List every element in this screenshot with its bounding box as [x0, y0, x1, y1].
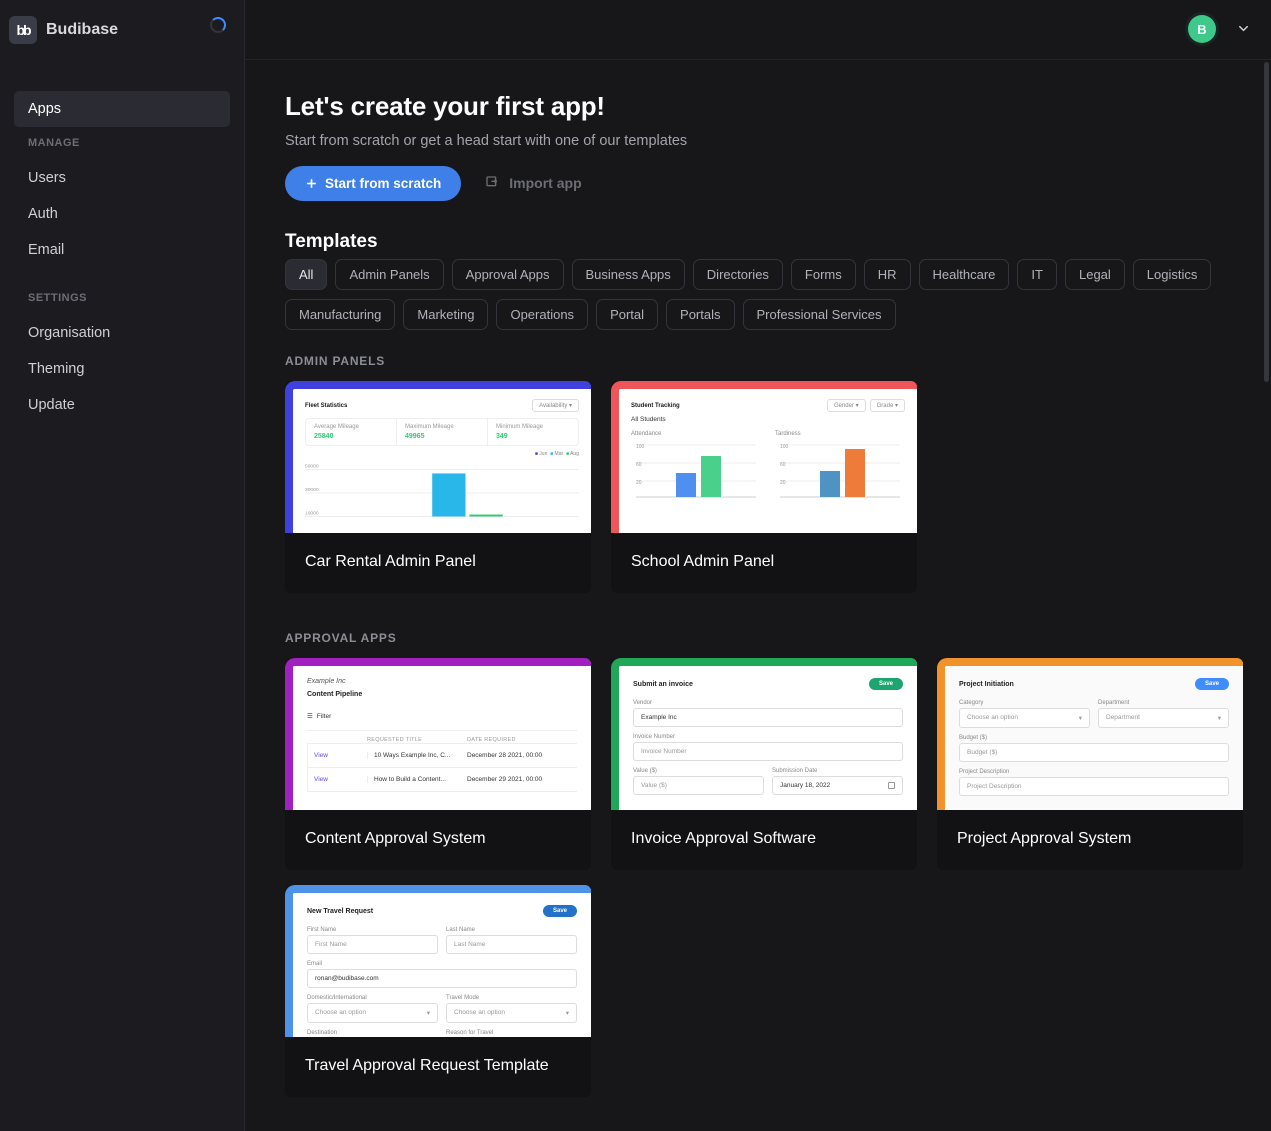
svg-text:30000: 30000 — [305, 487, 319, 493]
svg-text:20: 20 — [636, 480, 642, 486]
svg-text:100: 100 — [636, 444, 645, 450]
svg-text:10000: 10000 — [305, 511, 319, 517]
svg-text:60: 60 — [780, 462, 786, 468]
svg-text:100: 100 — [780, 444, 789, 450]
svg-text:20: 20 — [780, 480, 786, 486]
svg-text:60: 60 — [636, 462, 642, 468]
svg-text:50000: 50000 — [305, 464, 319, 470]
